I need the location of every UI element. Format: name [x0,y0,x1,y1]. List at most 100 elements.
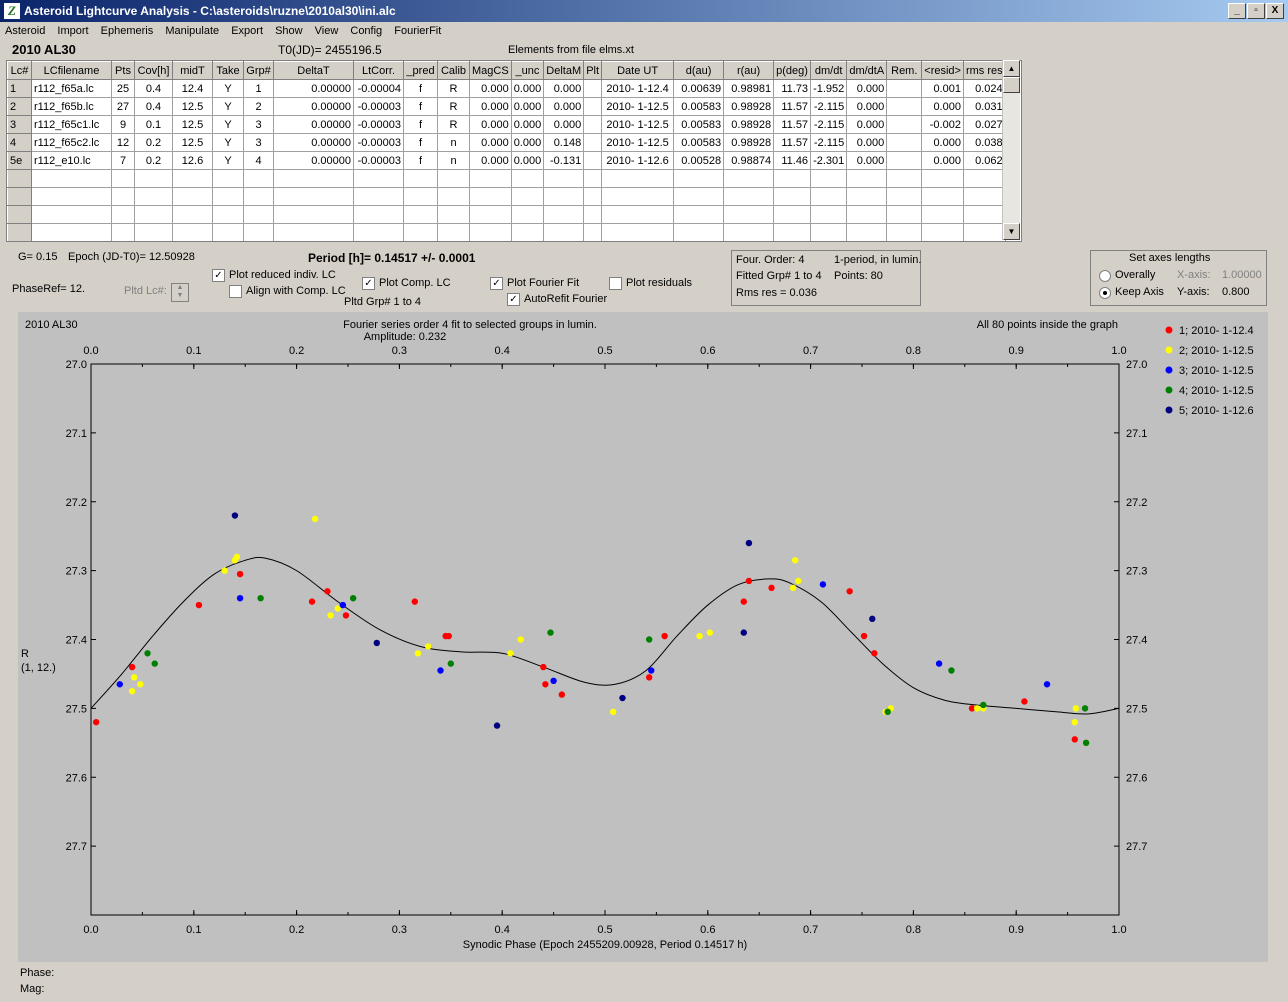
table-cell[interactable]: 0.00000 [273,151,354,170]
table-cell[interactable]: 0.00000 [273,133,354,152]
menu-ephemeris[interactable]: Ephemeris [100,25,154,37]
table-cell[interactable] [437,187,470,206]
table-cell[interactable]: 0.00000 [273,79,354,98]
table-cell[interactable] [886,79,923,98]
row-header[interactable] [7,223,32,241]
table-cell[interactable] [111,169,135,188]
empty-row[interactable] [7,169,1006,188]
plot-reduced-checkbox[interactable]: ✓ [212,269,225,282]
table-cell[interactable]: 9 [111,115,135,134]
table-cell[interactable]: 0.4 [134,79,173,98]
table-cell[interactable]: 0.98928 [723,133,775,152]
table-cell[interactable] [403,169,438,188]
table-cell[interactable]: 0.2 [134,151,173,170]
table-cell[interactable] [673,205,725,224]
table-cell[interactable]: 0.000 [511,79,545,98]
table-cell[interactable] [437,205,470,224]
column-header[interactable]: _pred [403,61,438,80]
table-cell[interactable] [773,187,812,206]
table-cell[interactable]: Y [212,133,244,152]
table-cell[interactable]: 2010- 1-12.5 [601,133,675,152]
table-cell[interactable]: 0.00583 [673,97,725,116]
empty-row[interactable] [7,187,1006,206]
table-cell[interactable]: 0.000 [846,97,888,116]
table-cell[interactable]: 3 [243,133,274,152]
column-header[interactable]: Calib [437,61,470,80]
table-cell[interactable]: f [403,133,438,152]
table-cell[interactable]: 0.000 [469,133,512,152]
table-cell[interactable] [583,151,603,170]
table-cell[interactable]: 0.062 [963,151,1006,170]
table-cell[interactable]: 0.00000 [273,97,354,116]
table-cell[interactable]: 11.57 [773,97,812,116]
table-cell[interactable] [886,205,923,224]
column-header[interactable]: dm/dtA [846,61,888,80]
table-cell[interactable] [134,169,173,188]
table-cell[interactable]: 2010- 1-12.5 [601,97,675,116]
table-cell[interactable] [243,223,274,241]
row-header[interactable]: 4 [7,133,32,152]
plot-fourier-checkbox[interactable]: ✓ [490,277,503,290]
table-cell[interactable]: 0.2 [134,133,173,152]
column-header[interactable]: Pts [111,61,135,80]
table-cell[interactable] [31,205,112,224]
table-cell[interactable]: f [403,115,438,134]
column-header[interactable]: LCfilename [31,61,112,80]
table-cell[interactable] [469,187,512,206]
table-cell[interactable] [886,97,923,116]
table-cell[interactable] [212,169,244,188]
plot-comp-checkbox[interactable]: ✓ [362,277,375,290]
menu-view[interactable]: View [314,25,339,37]
table-cell[interactable]: 11.73 [773,79,812,98]
table-cell[interactable] [810,169,848,188]
table-cell[interactable]: 27 [111,97,135,116]
scroll-up-icon[interactable]: ▲ [1003,60,1020,77]
table-cell[interactable] [212,205,244,224]
column-header[interactable]: Lc# [7,61,32,80]
row-header[interactable]: 1 [7,79,32,98]
lightcurve-grid[interactable]: Lc# LCfilename Pts Cov[h] midT Take Grp# DeltaT… [6,60,1022,242]
column-header[interactable]: MagCS [469,61,512,80]
column-header[interactable]: p(deg) [773,61,812,80]
table-cell[interactable] [673,223,725,241]
table-cell[interactable] [172,205,213,224]
table-cell[interactable]: -0.00004 [353,79,404,98]
table-cell[interactable]: 0.000 [921,133,964,152]
table-cell[interactable] [273,223,354,241]
table-cell[interactable]: r112_f65c1.lc [31,115,112,134]
table-cell[interactable]: 0.4 [134,97,173,116]
table-cell[interactable]: r112_e10.lc [31,151,112,170]
table-cell[interactable]: 0.031 [963,97,1006,116]
table-cell[interactable]: 0.00528 [673,151,725,170]
menu-fourierfit[interactable]: FourierFit [394,25,442,37]
table-cell[interactable]: 0.000 [846,133,888,152]
table-cell[interactable] [773,223,812,241]
table-cell[interactable]: 0.148 [543,133,585,152]
table-cell[interactable] [172,169,213,188]
table-row[interactable]: 5e r112_e10.lc 7 0.2 12.6 Y 4 0.00000 -0.00003 f n… [7,151,1006,170]
table-cell[interactable] [583,187,603,206]
table-cell[interactable] [723,187,775,206]
table-cell[interactable] [810,205,848,224]
table-cell[interactable] [134,187,173,206]
table-cell[interactable]: -2.115 [810,115,848,134]
empty-row[interactable] [7,223,1006,241]
table-cell[interactable] [846,187,888,206]
table-cell[interactable]: 4 [243,151,274,170]
table-cell[interactable]: -0.00003 [353,115,404,134]
row-header[interactable]: 3 [7,115,32,134]
table-cell[interactable]: 0.00583 [673,133,725,152]
table-cell[interactable]: R [437,115,470,134]
table-cell[interactable] [583,223,603,241]
table-cell[interactable] [543,169,585,188]
grid-scrollbar[interactable]: ▲ ▼ [1002,60,1020,240]
table-cell[interactable]: 0.00639 [673,79,725,98]
column-header[interactable]: Rem. [886,61,923,80]
table-cell[interactable]: 0.000 [543,115,585,134]
table-cell[interactable]: 0.1 [134,115,173,134]
table-cell[interactable]: 0.00583 [673,115,725,134]
table-cell[interactable] [886,133,923,152]
table-cell[interactable] [437,169,470,188]
table-cell[interactable] [846,169,888,188]
table-cell[interactable]: 0.000 [469,151,512,170]
